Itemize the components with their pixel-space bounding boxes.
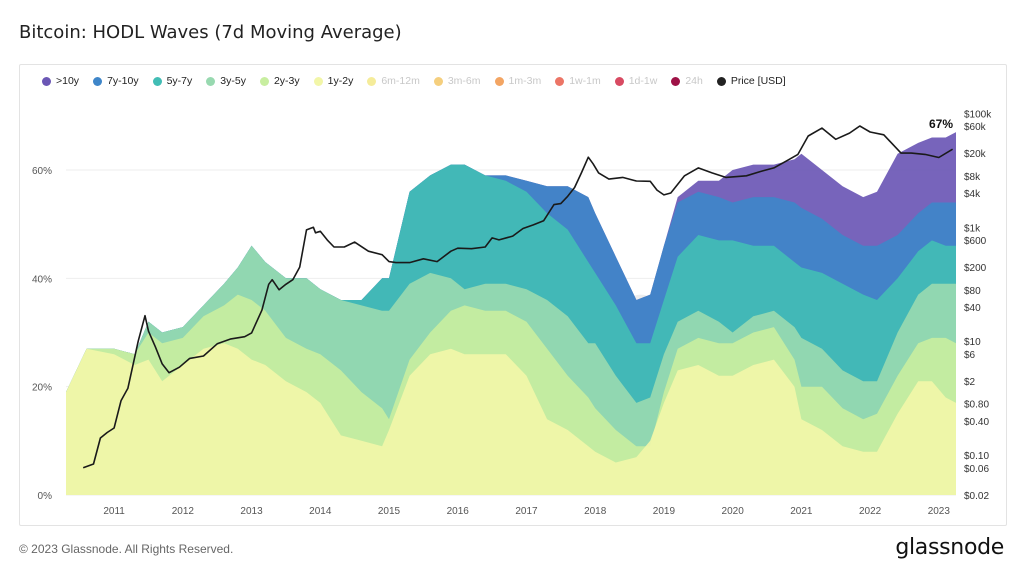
legend-swatch-icon [42, 76, 51, 86]
right-axis-tick: $0.80 [964, 400, 989, 411]
legend-item[interactable]: 24h [671, 75, 703, 87]
legend-swatch-icon [433, 76, 443, 86]
legend-swatch-icon [152, 76, 162, 86]
legend-label: 24h [685, 75, 703, 87]
legend-label: 5y-7y [166, 75, 193, 87]
x-axis-tick: 2013 [240, 506, 263, 517]
page-title: Bitcoin: HODL Waves (7d Moving Average) [19, 22, 402, 43]
legend-swatch-icon [367, 76, 377, 86]
legend-item[interactable]: 7y-10y [93, 75, 139, 87]
legend-label: 1w-1m [569, 75, 601, 87]
legend-label: Price [USD] [730, 75, 786, 87]
copyright-footer: © 2023 Glassnode. All Rights Reserved. [19, 542, 234, 556]
legend-swatch-icon [555, 76, 565, 86]
legend-swatch-icon [494, 76, 504, 86]
right-axis-tick: $600 [964, 236, 987, 247]
right-axis-tick: $40 [964, 303, 981, 314]
legend-item[interactable]: 1w-1m [555, 75, 601, 87]
legend-label: 3m-6m [447, 75, 481, 87]
band-1y2y [66, 343, 956, 495]
x-axis-tick: 2015 [378, 506, 401, 517]
legend-item[interactable]: 5y-7y [152, 75, 193, 87]
legend-swatch-icon [614, 76, 624, 86]
legend-item[interactable]: 3m-6m [433, 75, 481, 87]
right-axis-tick: $100k [964, 109, 992, 120]
right-axis-tick: $60k [964, 122, 987, 133]
price-line [82, 125, 954, 469]
legend-label: 1d-1w [628, 75, 658, 87]
right-axis-tick: $80 [964, 286, 981, 297]
legend-label: 6m-12m [381, 75, 420, 87]
right-axis-tick: $0.06 [964, 464, 989, 475]
x-axis-tick: 2019 [653, 506, 676, 517]
legend-label: 1y-2y [327, 75, 354, 87]
legend-swatch-icon [313, 76, 323, 86]
right-axis-tick: $2 [964, 377, 976, 388]
legend-swatch-icon [93, 76, 103, 86]
legend-swatch-icon [259, 76, 269, 86]
right-axis-tick: $20k [964, 149, 987, 160]
legend-item[interactable]: 6m-12m [367, 75, 420, 87]
chart-panel: >10y 7y-10y 5y-7y 3y-5y 2y-3y 1y-2y 6m-12m 3m-6… [19, 64, 1007, 526]
legend-item[interactable]: >10y [42, 75, 79, 87]
x-axis-tick: 2018 [584, 506, 607, 517]
right-axis-tick: $10 [964, 337, 981, 348]
legend-label: 7y-10y [107, 75, 139, 87]
x-axis-tick: 2017 [515, 506, 538, 517]
x-axis-tick: 2011 [103, 506, 125, 517]
legend-item[interactable]: 1d-1w [614, 75, 658, 87]
x-axis-tick: 2020 [722, 506, 745, 517]
left-axis-tick: 60% [32, 166, 52, 177]
legend-item[interactable]: 3y-5y [206, 75, 246, 87]
right-axis-tick: $4k [964, 189, 981, 200]
left-axis-tick: 0% [38, 491, 53, 502]
left-axis-tick: 40% [32, 274, 52, 285]
legend-label: 1m-3m [508, 75, 542, 87]
right-axis-tick: $1k [964, 223, 981, 234]
legend-label: >10y [56, 75, 80, 87]
x-axis-tick: 2016 [447, 506, 470, 517]
legend-label: 2y-3y [273, 75, 300, 87]
x-axis-tick: 2023 [928, 506, 951, 517]
x-axis-tick: 2022 [859, 506, 882, 517]
right-axis-tick: $0.40 [964, 417, 989, 428]
left-axis-tick: 20% [32, 383, 52, 394]
brand-logo[interactable]: glassnode [895, 535, 1004, 560]
x-axis-tick: 2012 [172, 506, 195, 517]
right-axis-tick: $200 [964, 263, 987, 274]
legend-item[interactable]: 1y-2y [313, 75, 354, 87]
x-axis-tick: 2014 [309, 506, 332, 517]
legend-swatch-icon [671, 76, 681, 86]
legend-item[interactable]: Price [USD] [716, 75, 786, 87]
x-axis-tick: 2021 [790, 506, 813, 517]
legend-swatch-icon [206, 76, 216, 86]
legend-item[interactable]: 2y-3y [259, 75, 300, 87]
right-axis-tick: $8k [964, 172, 981, 183]
legend-item[interactable]: 1m-3m [494, 75, 542, 87]
legend-label: 3y-5y [220, 75, 246, 87]
right-axis-tick: $0.02 [964, 491, 989, 502]
end-value-label: 67% [929, 117, 953, 131]
right-axis-tick: $6 [964, 350, 976, 361]
hodl-waves-chart: glassnode0%20%40%60%$0.02$0.06$0.10$0.40… [32, 109, 992, 517]
chart-legend: >10y 7y-10y 5y-7y 3y-5y 2y-3y 1y-2y 6m-12m 3m-6… [42, 73, 994, 89]
legend-swatch-icon [716, 76, 726, 86]
right-axis-tick: $0.10 [964, 451, 989, 462]
